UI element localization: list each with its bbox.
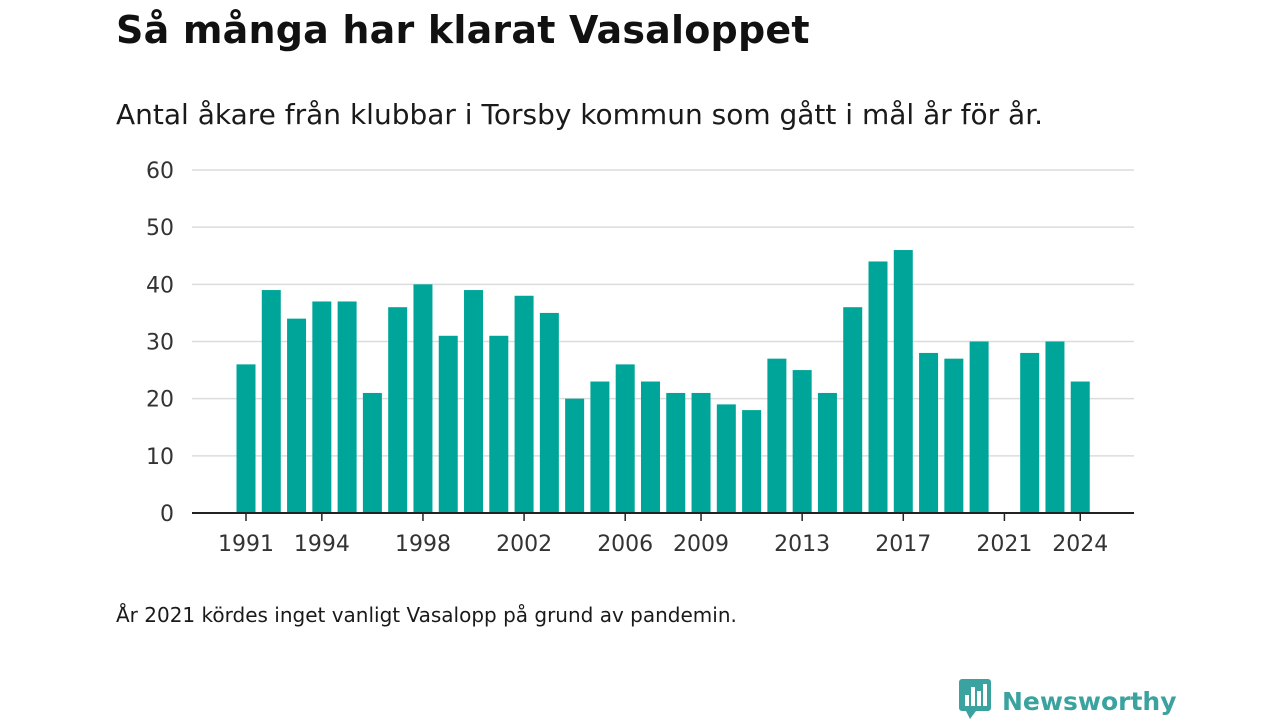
y-tick-label: 40 <box>146 273 174 298</box>
bar-2019 <box>944 358 964 513</box>
bar-2015 <box>843 307 863 513</box>
bar-2007 <box>640 381 660 513</box>
bar-2011 <box>742 410 762 513</box>
x-tick-label: 2017 <box>875 532 931 557</box>
y-tick-label: 50 <box>146 216 174 241</box>
bar-2017 <box>893 250 913 513</box>
x-tick-label: 2002 <box>496 532 552 557</box>
x-tick-label: 2021 <box>976 532 1032 557</box>
brand-name: Newsworthy <box>1002 686 1177 716</box>
bar-2003 <box>539 312 559 513</box>
bar-2022 <box>1020 352 1040 513</box>
bar-1998 <box>413 284 433 513</box>
x-tick-label: 2006 <box>597 532 653 557</box>
y-tick-label: 0 <box>160 502 174 527</box>
bar-2005 <box>590 381 610 513</box>
footnote: År 2021 kördes inget vanligt Vasalopp på… <box>116 603 737 627</box>
x-tick-label: 1998 <box>395 532 451 557</box>
x-tick-label: 1994 <box>294 532 350 557</box>
bar-2023 <box>1045 341 1065 513</box>
bar-1993 <box>287 318 307 513</box>
bar-2010 <box>716 404 736 513</box>
bar-1999 <box>438 335 458 513</box>
y-tick-label: 30 <box>146 331 174 356</box>
x-tick-label: 2024 <box>1052 532 1108 557</box>
bar-chart-icon <box>958 678 992 724</box>
bar-2002 <box>514 295 534 513</box>
x-tick-label: 1991 <box>218 532 274 557</box>
chart-subtitle: Antal åkare från klubbar i Torsby kommun… <box>116 98 1044 131</box>
bar-1996 <box>362 392 382 513</box>
bar-2006 <box>615 364 635 513</box>
bar-2004 <box>565 398 585 513</box>
y-tick-label: 10 <box>146 445 174 470</box>
y-tick-label: 60 <box>146 159 174 184</box>
bar-2012 <box>767 358 787 513</box>
bar-2001 <box>489 335 509 513</box>
chart-title: Så många har klarat Vasaloppet <box>116 8 810 52</box>
x-tick-label: 2013 <box>774 532 830 557</box>
y-tick-label: 20 <box>146 388 174 413</box>
y-axis-ticks: 0 10 20 30 40 50 60 <box>146 159 174 527</box>
bars <box>236 250 1090 513</box>
bar-2008 <box>666 392 686 513</box>
bar-1991 <box>236 364 256 513</box>
bar-2020 <box>969 341 989 513</box>
bar-2024 <box>1070 381 1090 513</box>
bar-2013 <box>792 370 812 513</box>
bar-1994 <box>312 301 332 513</box>
bar-1992 <box>261 290 281 513</box>
bar-1995 <box>337 301 357 513</box>
x-axis-ticks: 1991 1994 1998 2002 2006 2009 2013 2017 2021 2024 <box>218 513 1108 557</box>
bar-2000 <box>464 290 484 513</box>
bar-2009 <box>691 392 711 513</box>
bar-2018 <box>919 352 939 513</box>
brand-logo[interactable]: Newsworthy <box>958 678 1177 724</box>
bar-2016 <box>868 261 888 513</box>
bar-1997 <box>388 307 408 513</box>
gridlines <box>192 169 1134 457</box>
x-tick-label: 2009 <box>673 532 729 557</box>
bar-2014 <box>817 392 837 513</box>
